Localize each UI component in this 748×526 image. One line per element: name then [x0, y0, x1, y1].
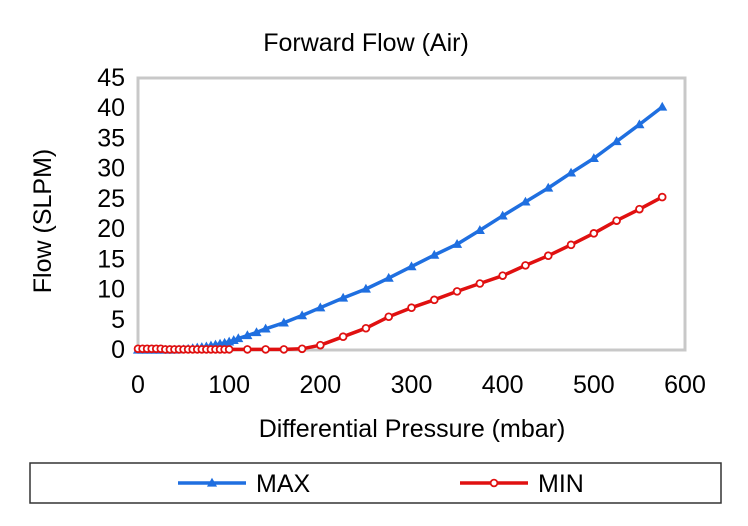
y-axis-label: Flow (SLPM): [29, 149, 57, 293]
data-point-min: [475, 279, 485, 288]
data-point-max: [315, 302, 326, 312]
y-tick-label: 20: [97, 215, 125, 243]
legend-label: MIN: [538, 470, 584, 498]
data-point-max: [233, 333, 244, 343]
y-tick-label: 35: [97, 124, 125, 152]
data-point-min: [452, 287, 462, 296]
data-point-min: [361, 323, 371, 333]
data-point-min: [612, 216, 621, 225]
x-tick-label: 500: [573, 371, 615, 399]
data-point-max: [565, 167, 577, 177]
y-tick-label: 5: [111, 306, 125, 334]
y-tick-label: 25: [97, 185, 125, 213]
data-point-max: [242, 330, 253, 340]
data-point-min: [566, 240, 576, 250]
data-point-max: [474, 225, 485, 234]
data-point-max: [520, 196, 531, 206]
data-point-max: [634, 119, 645, 129]
data-point-max: [429, 249, 440, 259]
y-tick-label: 15: [97, 245, 125, 273]
data-point-max: [657, 101, 668, 111]
x-tick-label: 400: [482, 371, 524, 399]
x-tick-label: 200: [299, 371, 341, 399]
data-point-max: [611, 136, 622, 146]
legend-label: MAX: [256, 470, 311, 498]
legend-item-min: MIN: [460, 470, 584, 498]
data-point-min: [589, 229, 599, 238]
legend-marker: [489, 478, 499, 488]
x-tick-label: 600: [664, 371, 706, 399]
data-point-min: [407, 303, 416, 312]
data-point-min: [657, 192, 667, 202]
series-min: [133, 192, 667, 354]
y-tick-label: 45: [97, 64, 125, 92]
data-point-min: [297, 344, 307, 354]
legend-box: [29, 462, 722, 504]
data-point-min: [635, 204, 644, 214]
data-point-max: [452, 239, 463, 248]
data-point-max: [360, 283, 371, 293]
x-tick-label: 300: [391, 371, 433, 399]
x-axis-ticks: 0 100 200 300 400 500 600: [131, 371, 706, 399]
data-point-min: [429, 295, 439, 305]
x-tick-label: 0: [131, 371, 145, 399]
data-point-max: [543, 182, 554, 192]
data-point-max: [338, 292, 349, 302]
data-point-max: [297, 310, 308, 320]
x-axis-label: Differential Pressure (mbar): [259, 415, 566, 443]
data-point-max: [278, 317, 289, 327]
legend-marker: [206, 477, 218, 487]
series-layer: [132, 101, 668, 354]
chart-title: Forward Flow (Air): [263, 29, 469, 57]
data-point-min: [521, 261, 530, 270]
data-point-min: [338, 332, 348, 342]
data-point-min: [498, 271, 507, 280]
legend: MAX MIN: [178, 470, 584, 498]
data-point-max: [260, 323, 271, 333]
data-point-max: [383, 272, 394, 282]
data-point-max: [497, 210, 508, 220]
y-tick-label: 30: [97, 155, 125, 183]
data-point-max: [406, 261, 417, 271]
y-tick-label: 40: [97, 94, 125, 122]
data-point-min: [316, 340, 325, 350]
data-point-max: [251, 327, 262, 337]
x-tick-label: 100: [208, 371, 250, 399]
data-point-min: [543, 251, 553, 261]
data-point-min: [384, 312, 394, 322]
data-point-min: [279, 345, 289, 354]
y-tick-label: 10: [97, 276, 125, 304]
data-point-min: [261, 345, 270, 354]
legend-item-max: MAX: [178, 470, 311, 498]
y-tick-label: 0: [111, 336, 125, 364]
data-point-max: [588, 153, 599, 163]
data-point-min: [243, 345, 252, 354]
data-point-min: [224, 345, 234, 354]
